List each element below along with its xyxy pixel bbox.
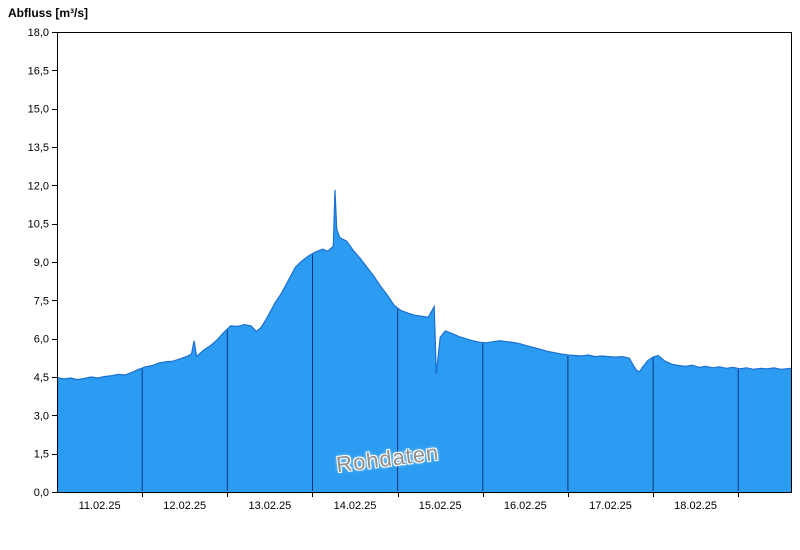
y-tick-label: 10,5 [28, 219, 49, 231]
y-tick-label: 6,0 [34, 334, 49, 346]
y-axis-title: Abfluss [m³/s] [8, 6, 89, 20]
y-tick-label: 4,5 [34, 372, 49, 384]
discharge-line [56, 189, 792, 381]
plot-border [57, 32, 792, 493]
x-tick-label: 16.02.25 [504, 500, 547, 512]
y-tick-label: 1,5 [34, 449, 49, 461]
y-tick-label: 12,0 [28, 180, 49, 192]
y-tick-label: 16,5 [28, 65, 49, 77]
discharge-area [57, 189, 791, 492]
x-tick-label: 11.02.25 [79, 500, 121, 512]
x-tick-label: 15.02.25 [419, 500, 462, 512]
x-tick-label: 18.02.25 [674, 500, 717, 512]
y-tick-label: 7,5 [34, 295, 49, 307]
y-tick-label: 13,5 [28, 142, 49, 154]
y-tick-label: 3,0 [34, 410, 49, 422]
x-tick-label: 14.02.25 [334, 500, 377, 512]
x-tick-label: 12.02.25 [163, 500, 206, 512]
y-tick-label: 18,0 [28, 27, 49, 39]
y-tick-label: 15,0 [28, 104, 49, 116]
y-tick-label: 0,0 [34, 487, 49, 499]
x-tick-label: 17.02.25 [589, 500, 632, 512]
y-tick-label: 9,0 [34, 257, 49, 269]
x-tick-label: 13.02.25 [248, 500, 291, 512]
